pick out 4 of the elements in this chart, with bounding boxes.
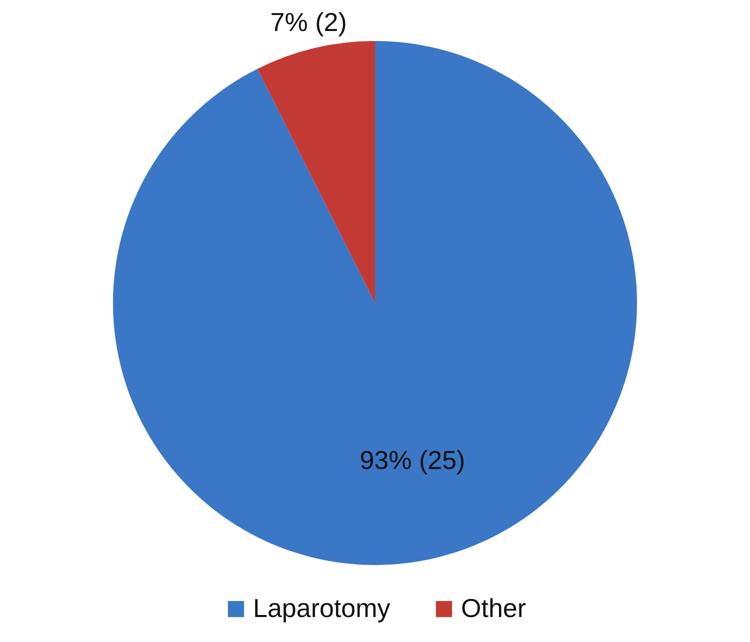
legend-label: Other [461,593,526,623]
legend-label: Laparotomy [253,593,390,623]
data-label: 93% (25) [360,445,466,476]
data-label: 7% (2) [270,6,347,37]
